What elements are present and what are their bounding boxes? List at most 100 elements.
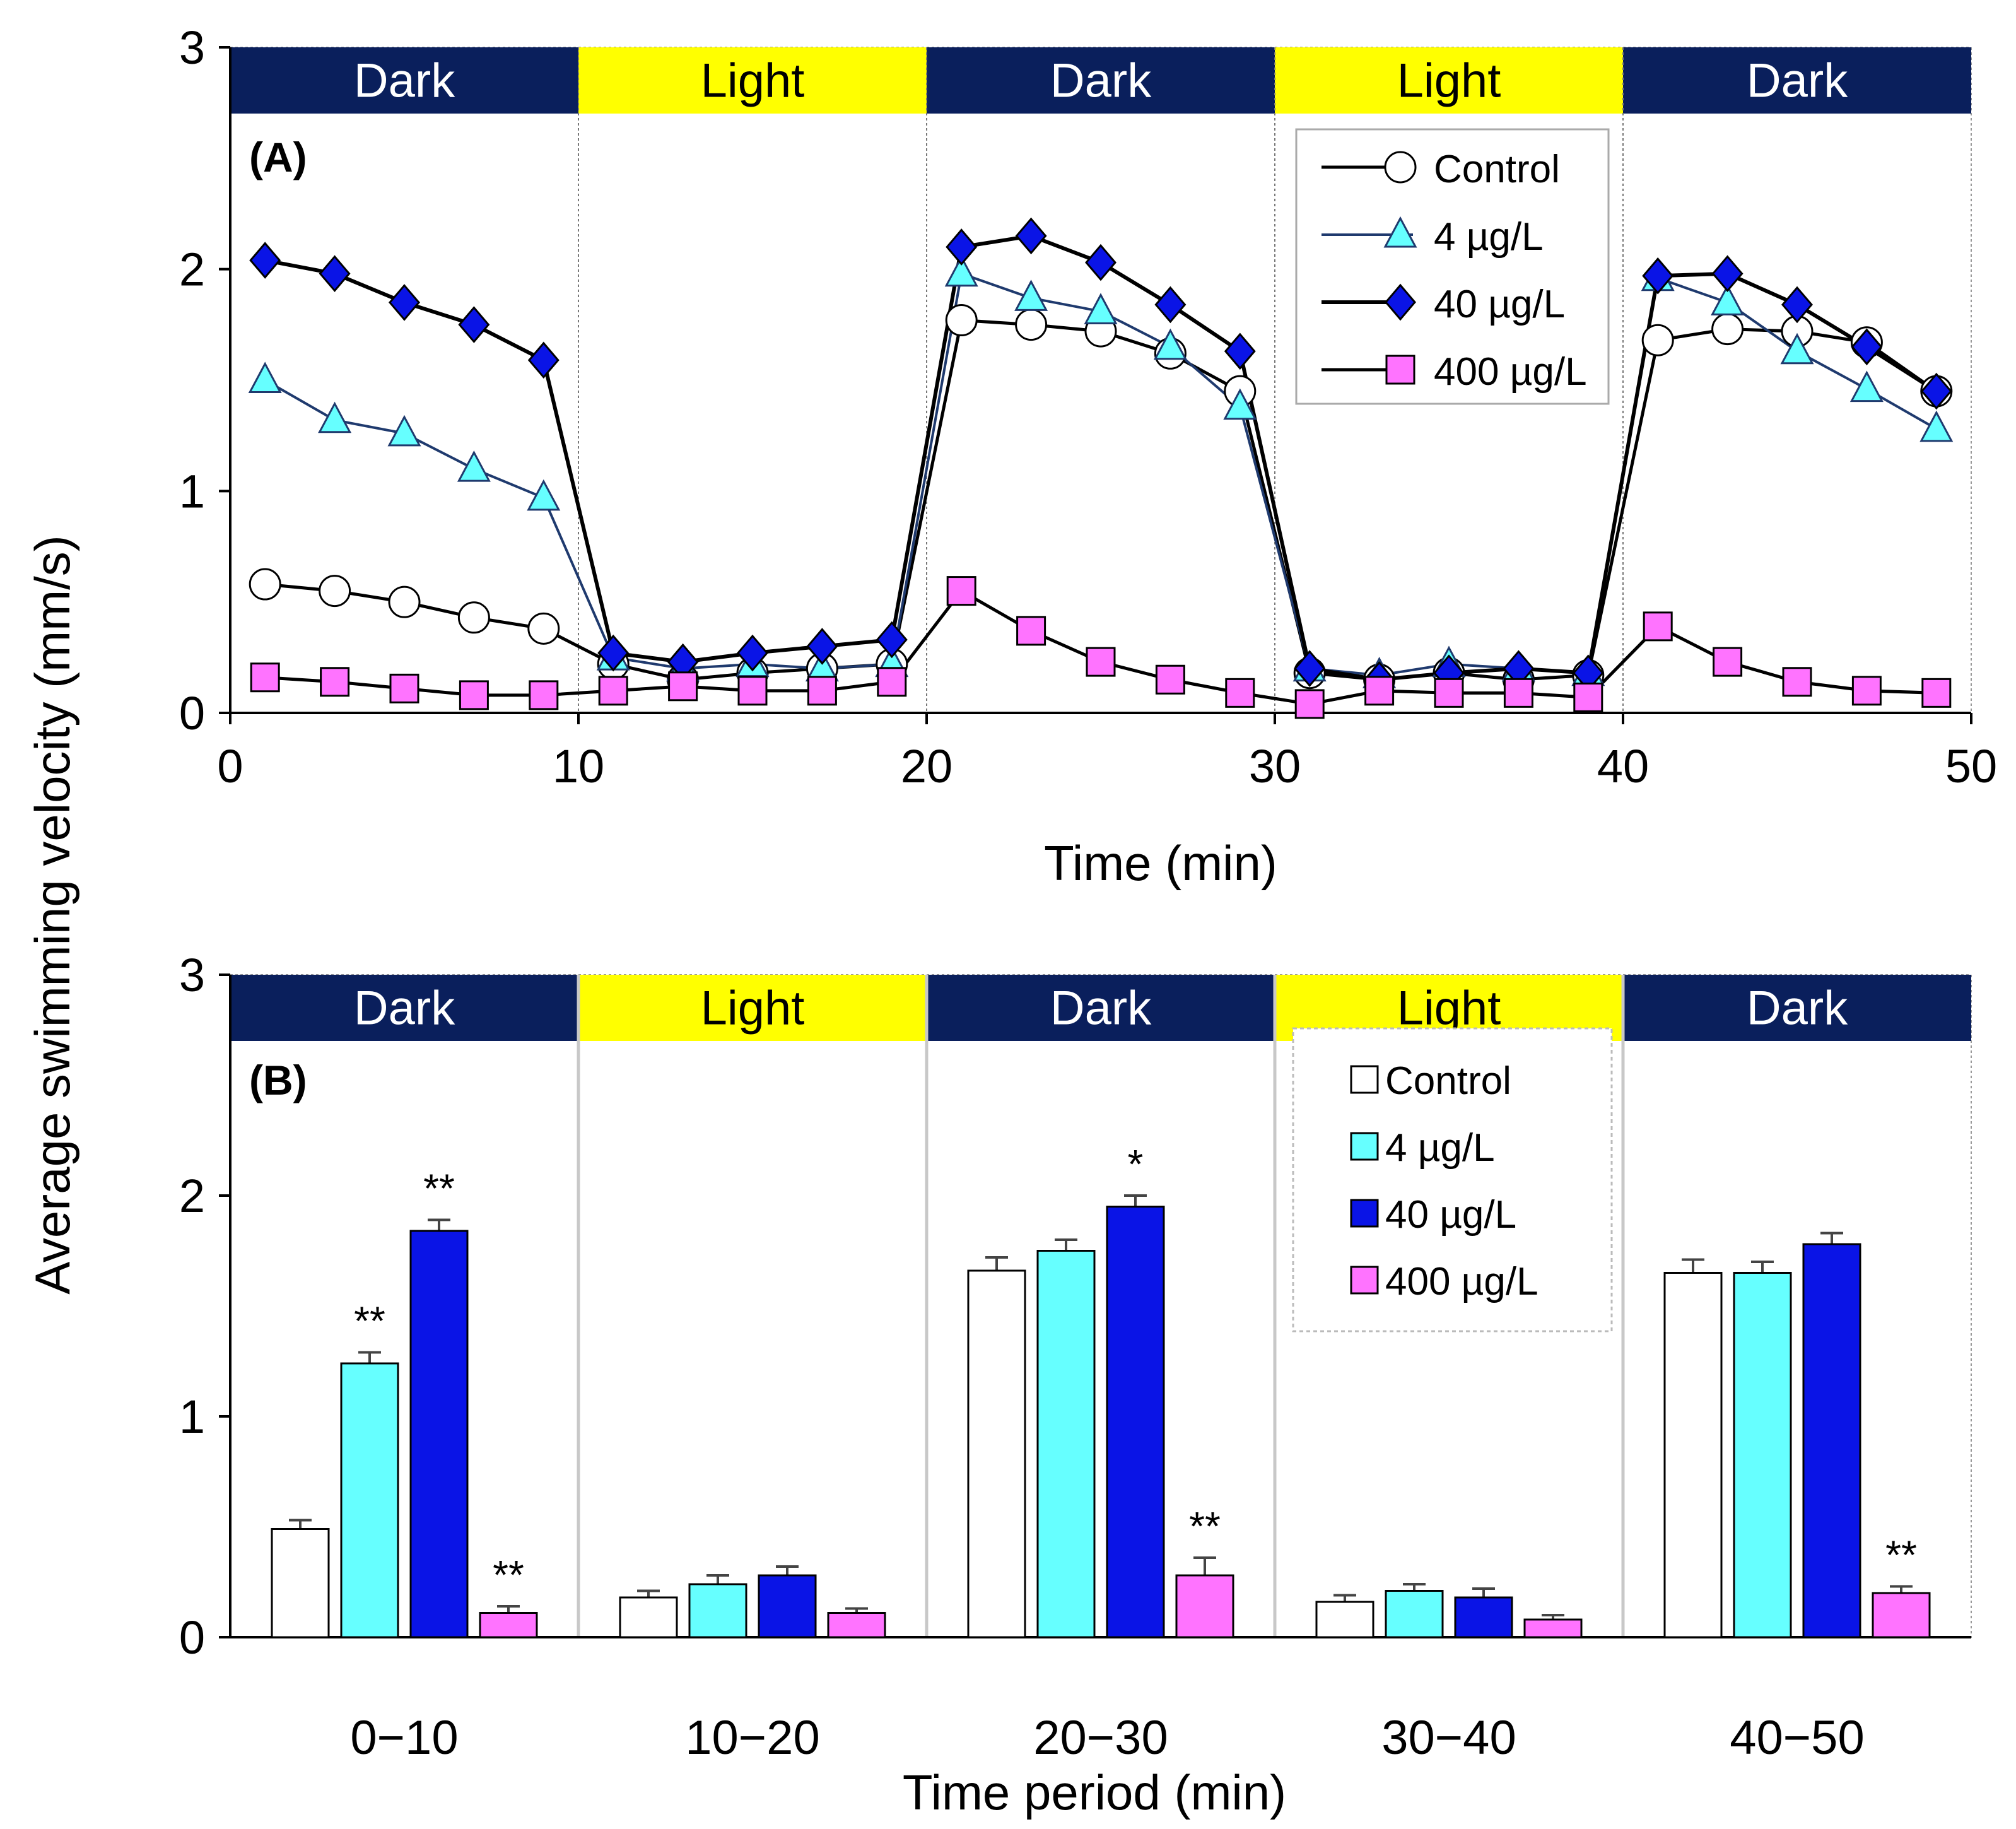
legend-label-b: 4 µg/L [1385,1126,1495,1170]
data-point-a-1 [387,415,421,447]
data-point-a-3 [389,673,419,703]
data-point-a-3 [1364,676,1395,706]
bar-b-3 [827,1612,886,1638]
data-point-a-0 [457,601,490,634]
phase-label-b: Dark [354,982,455,1035]
y-tick-label-a: 0 [179,687,205,739]
data-point-a-3 [1573,682,1603,712]
legend-b [1292,1027,1613,1332]
data-point-a-3 [250,662,280,693]
data-point-a-3 [1225,678,1255,708]
y-tick-label-b: 3 [179,949,205,1001]
bar-b-1 [1733,1272,1792,1638]
legend-a [1295,128,1610,405]
phase-label-b: Dark [1747,982,1848,1035]
y-tick-label-a: 1 [179,465,205,517]
data-point-a-3 [1434,678,1464,708]
x-tick-label-a: 30 [1249,740,1301,792]
x-tick-label-a: 50 [1945,740,1997,792]
y-tick-label-b: 1 [179,1391,205,1443]
legend-label-a: 4 µg/L [1434,215,1544,259]
legend-swatch-b [1350,1065,1379,1094]
bar-b-2 [1106,1206,1165,1638]
data-point-a-1 [1153,328,1187,360]
data-point-a-1 [318,401,352,433]
data-point-a-3 [668,671,698,702]
legend-marker-a [1383,216,1417,248]
bar-b-1 [1385,1590,1444,1638]
x-axis-label-a: Time (min) [1044,835,1277,891]
data-point-a-1 [527,479,561,511]
data-point-a-2 [1154,286,1187,324]
bar-b-1 [688,1583,747,1638]
legend-swatch-b [1350,1266,1379,1295]
x-tick-label-b: 10−20 [685,1711,819,1765]
data-point-a-3 [1713,647,1743,677]
phase-label-a: Dark [1050,54,1152,108]
x-tick-label-a: 10 [553,740,604,792]
data-point-a-3 [1155,664,1185,695]
y-tick-label-b: 0 [179,1611,205,1664]
x-tick-label-b: 40−50 [1730,1711,1864,1765]
bar-b-3 [479,1612,538,1638]
data-point-a-1 [1711,284,1745,315]
data-point-a-0 [1641,324,1674,356]
phase-label-a: Light [1397,54,1501,108]
bar-b-3 [1175,1574,1234,1638]
data-point-a-3 [459,680,489,710]
data-point-a-1 [1014,279,1048,311]
data-point-a-2 [1294,650,1326,687]
data-point-a-1 [1849,370,1884,403]
bar-b-2 [409,1230,469,1638]
x-tick-label-a: 20 [901,740,952,792]
phase-band-b-dark [230,975,578,1041]
bar-b-1 [340,1362,399,1638]
data-point-a-2 [249,242,281,279]
legend-label-a: 400 µg/L [1434,350,1587,394]
panel-label-a: (A) [249,134,307,180]
plot-area-a [230,47,1972,714]
bar-b-0 [967,1269,1026,1638]
significance-mark-b: ** [1189,1503,1221,1549]
bar-b-3 [1523,1618,1583,1638]
y-tick-label-a: 3 [179,21,205,74]
data-point-a-2 [1085,244,1116,281]
data-point-a-3 [1921,678,1952,708]
phase-label-a: Light [701,54,805,108]
data-point-a-0 [1711,313,1744,346]
legend-label-b: 40 µg/L [1385,1193,1516,1237]
data-point-a-3 [807,676,837,706]
bar-b-1 [1036,1250,1096,1638]
panel-label-b: (B) [249,1057,307,1103]
data-point-a-3 [1782,667,1812,697]
legend-label-b: Control [1385,1059,1511,1103]
significance-mark-b: ** [1885,1532,1917,1578]
bar-b-0 [1663,1272,1723,1638]
data-point-a-2 [1781,286,1813,324]
bar-b-2 [758,1574,817,1638]
x-tick-label-b: 30−40 [1381,1711,1516,1765]
significance-mark-b: ** [354,1298,385,1344]
legend-swatch-b [1350,1199,1379,1228]
data-point-a-3 [320,667,350,697]
data-point-a-1 [248,362,282,393]
x-tick-label-a: 0 [217,740,243,792]
panel-b-bar-chart: Dark Light Dark Light Dark 0 1 2 3 0−10 10−20 20−30… [179,949,1972,1820]
bar-b-0 [271,1528,330,1638]
bar-b-2 [1454,1596,1513,1638]
data-point-a-1 [1223,388,1257,420]
data-point-a-1 [1084,293,1118,324]
legend-marker-a [1385,355,1415,385]
data-point-a-1 [944,255,978,287]
legend-label-b: 400 µg/L [1385,1260,1538,1303]
bar-b-0 [619,1596,678,1638]
significance-mark-b: ** [493,1552,524,1597]
phase-band-b-light [578,975,927,1041]
significance-mark-b: ** [423,1166,455,1211]
data-point-a-3 [1086,647,1116,677]
data-point-a-1 [1780,332,1814,365]
data-point-a-2 [389,284,420,321]
data-point-a-2 [1920,372,1952,410]
